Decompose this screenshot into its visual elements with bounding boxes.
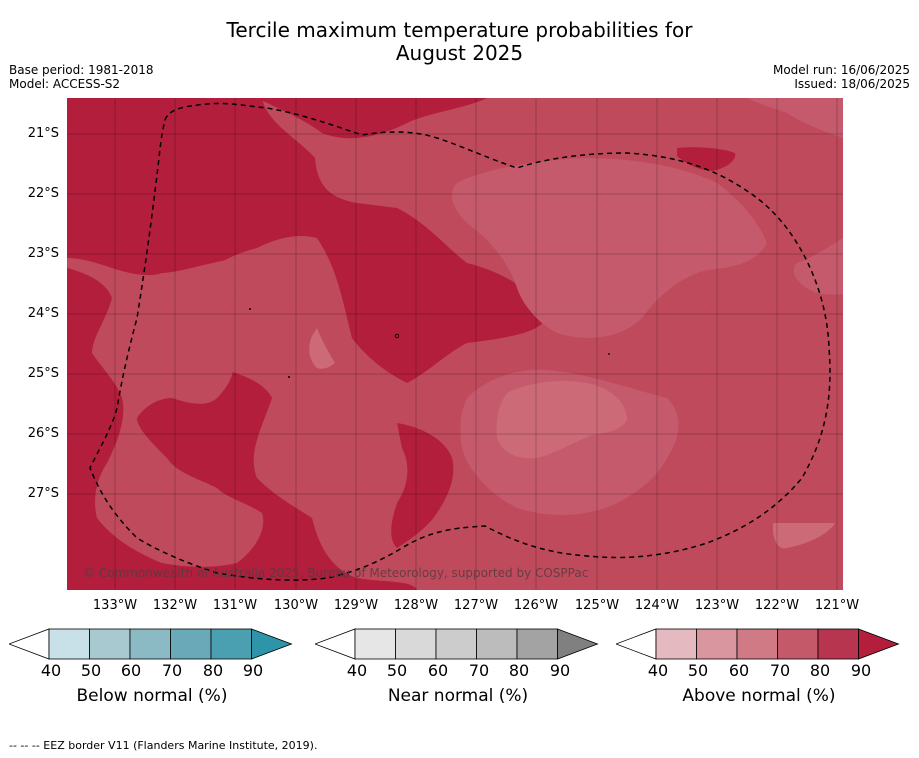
cb-above-tick-40: 40 <box>647 661 669 680</box>
lon-label-128: 128°W <box>393 598 439 613</box>
cb-near-tick-40: 40 <box>346 661 368 680</box>
band-60-70-southeast-tip <box>773 523 835 549</box>
title-line-1: Tercile maximum temperature probabilitie… <box>226 18 693 42</box>
cb-above-low-extend <box>616 628 657 660</box>
cb-above-tick-70: 70 <box>769 661 791 680</box>
lon-label-121: 121°W <box>814 598 860 613</box>
cb-near-tick-90: 90 <box>549 661 571 680</box>
band-70-80-southwest <box>67 256 282 567</box>
lon-label-126: 126°W <box>513 598 559 613</box>
base-period: Base period: 1981-2018 <box>9 63 154 77</box>
lon-label-131: 131°W <box>212 598 258 613</box>
cb-above-tick-60: 60 <box>728 661 750 680</box>
cb-above-segment <box>736 628 778 660</box>
lon-label-125: 125°W <box>574 598 620 613</box>
cb-below-title: Below normal (%) <box>76 686 228 706</box>
cb-above-high-extend <box>858 628 900 660</box>
colorbar-above <box>616 628 900 660</box>
issued-date: Issued: 18/06/2025 <box>794 77 910 91</box>
cb-above-tick-50: 50 <box>687 661 709 680</box>
eez-border <box>89 102 831 581</box>
cb-above-segment <box>655 628 697 660</box>
lon-label-129: 129°W <box>333 598 379 613</box>
cb-above-title: Above normal (%) <box>682 686 836 706</box>
band-80-90-west <box>67 98 545 590</box>
lat-label-23: 23°S <box>27 246 59 261</box>
lat-label-22: 22°S <box>27 186 59 201</box>
band-70-80-east-strip <box>747 98 843 138</box>
cb-above-segment <box>817 628 859 660</box>
cb-near-tick-80: 80 <box>508 661 530 680</box>
cb-above-tick-90: 90 <box>850 661 872 680</box>
lat-label-27: 27°S <box>27 486 59 501</box>
gridlines <box>67 98 843 590</box>
cb-near-segment <box>435 628 477 660</box>
cb-near-tick-60: 60 <box>427 661 449 680</box>
cb-near-segment <box>476 628 518 660</box>
colorbar-below <box>9 628 293 660</box>
cb-near-segment <box>395 628 437 660</box>
cb-below-tick-50: 50 <box>80 661 102 680</box>
lat-label-24: 24°S <box>27 306 59 321</box>
island-marker <box>288 376 290 378</box>
cb-below-segment <box>89 628 131 660</box>
cb-below-tick-80: 80 <box>202 661 224 680</box>
cb-near-tick-50: 50 <box>386 661 408 680</box>
cb-below-segment <box>129 628 171 660</box>
cb-below-tick-90: 90 <box>242 661 264 680</box>
cb-above-segment <box>777 628 819 660</box>
cb-near-title: Near normal (%) <box>387 686 529 706</box>
lon-label-127: 127°W <box>453 598 499 613</box>
band-60-70-core <box>496 381 627 459</box>
cb-near-tick-70: 70 <box>468 661 490 680</box>
copyright-text: © Commonwealth of Australia 2025, Bureau… <box>83 566 589 580</box>
cb-near-segment <box>354 628 396 660</box>
lat-label-21: 21°S <box>27 126 59 141</box>
cb-above-tick-80: 80 <box>809 661 831 680</box>
footer-eez-note: -- -- -- EEZ border V11 (Flanders Marine… <box>9 739 318 752</box>
map-svg <box>67 98 843 590</box>
cb-below-tick-40: 40 <box>40 661 62 680</box>
lat-label-26: 26°S <box>27 426 59 441</box>
chart-title: Tercile maximum temperature probabilitie… <box>0 19 919 65</box>
cb-below-segment <box>48 628 90 660</box>
cb-below-tick-60: 60 <box>120 661 142 680</box>
band-70-80-east-right <box>793 238 843 295</box>
lon-label-130: 130°W <box>273 598 319 613</box>
colorbar-near <box>315 628 599 660</box>
lon-label-123: 123°W <box>694 598 740 613</box>
cb-below-low-extend <box>9 628 50 660</box>
model-run: Model run: 16/06/2025 <box>772 63 910 77</box>
island-marker <box>608 353 610 355</box>
lon-label-132: 132°W <box>152 598 198 613</box>
cb-near-high-extend <box>557 628 599 660</box>
title-line-2: August 2025 <box>395 41 524 65</box>
lon-label-133: 133°W <box>92 598 138 613</box>
band-60-70-small-west <box>309 328 335 369</box>
cb-above-segment <box>696 628 738 660</box>
band-80-90-south-center <box>391 423 454 548</box>
band-60-70-northeast <box>451 158 767 338</box>
lon-label-122: 122°W <box>754 598 800 613</box>
band-80-90-northeast <box>677 147 736 171</box>
cb-near-low-extend <box>315 628 356 660</box>
cb-below-high-extend <box>251 628 293 660</box>
meta-right: Model run: 16/06/2025 Issued: 18/06/2025 <box>773 63 910 91</box>
probability-map[interactable] <box>67 98 843 590</box>
lon-label-124: 124°W <box>634 598 680 613</box>
model-name: Model: ACCESS-S2 <box>9 77 121 91</box>
cb-below-segment <box>170 628 212 660</box>
meta-left: Base period: 1981-2018 Model: ACCESS-S2 <box>9 63 154 91</box>
band-80-90-north <box>257 98 487 139</box>
island-marker <box>249 308 251 310</box>
cb-below-segment <box>210 628 252 660</box>
island-marker <box>394 333 400 339</box>
cb-below-tick-70: 70 <box>161 661 183 680</box>
cb-near-segment <box>516 628 558 660</box>
lat-label-25: 25°S <box>27 366 59 381</box>
